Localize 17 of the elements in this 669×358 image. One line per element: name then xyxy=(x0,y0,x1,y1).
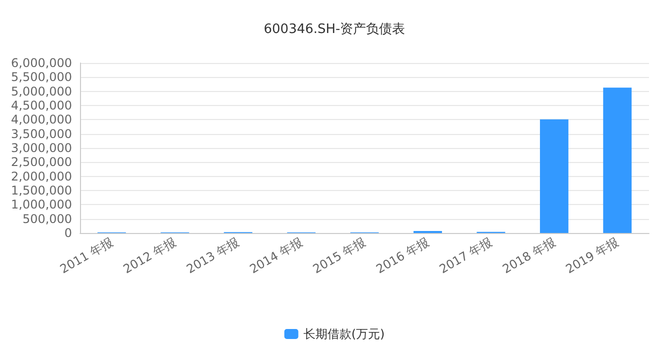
y-tick-label: 0 xyxy=(64,226,72,240)
y-tick-label: 2,000,000 xyxy=(10,169,72,184)
y-tick-label: 5,000,000 xyxy=(10,84,72,98)
y-tick-label: 1,000,000 xyxy=(10,198,72,212)
y-tick-label: 2,500,000 xyxy=(10,155,72,170)
y-tick-label: 3,500,000 xyxy=(10,126,72,141)
y-tick-label: 4,000,000 xyxy=(10,112,72,127)
bar xyxy=(540,119,568,233)
y-tick-label: 6,000,000 xyxy=(10,56,72,70)
y-tick-label: 500,000 xyxy=(22,212,72,226)
legend-label: 长期借款(万元) xyxy=(303,327,385,341)
y-tick-label: 1,500,000 xyxy=(10,184,72,198)
y-tick-label: 3,000,000 xyxy=(10,141,72,155)
y-tick-label: 4,500,000 xyxy=(10,98,72,112)
y-tick-label: 5,500,000 xyxy=(10,70,72,84)
bar xyxy=(603,88,632,233)
chart-title: 600346.SH-资产负债表 xyxy=(264,22,406,37)
